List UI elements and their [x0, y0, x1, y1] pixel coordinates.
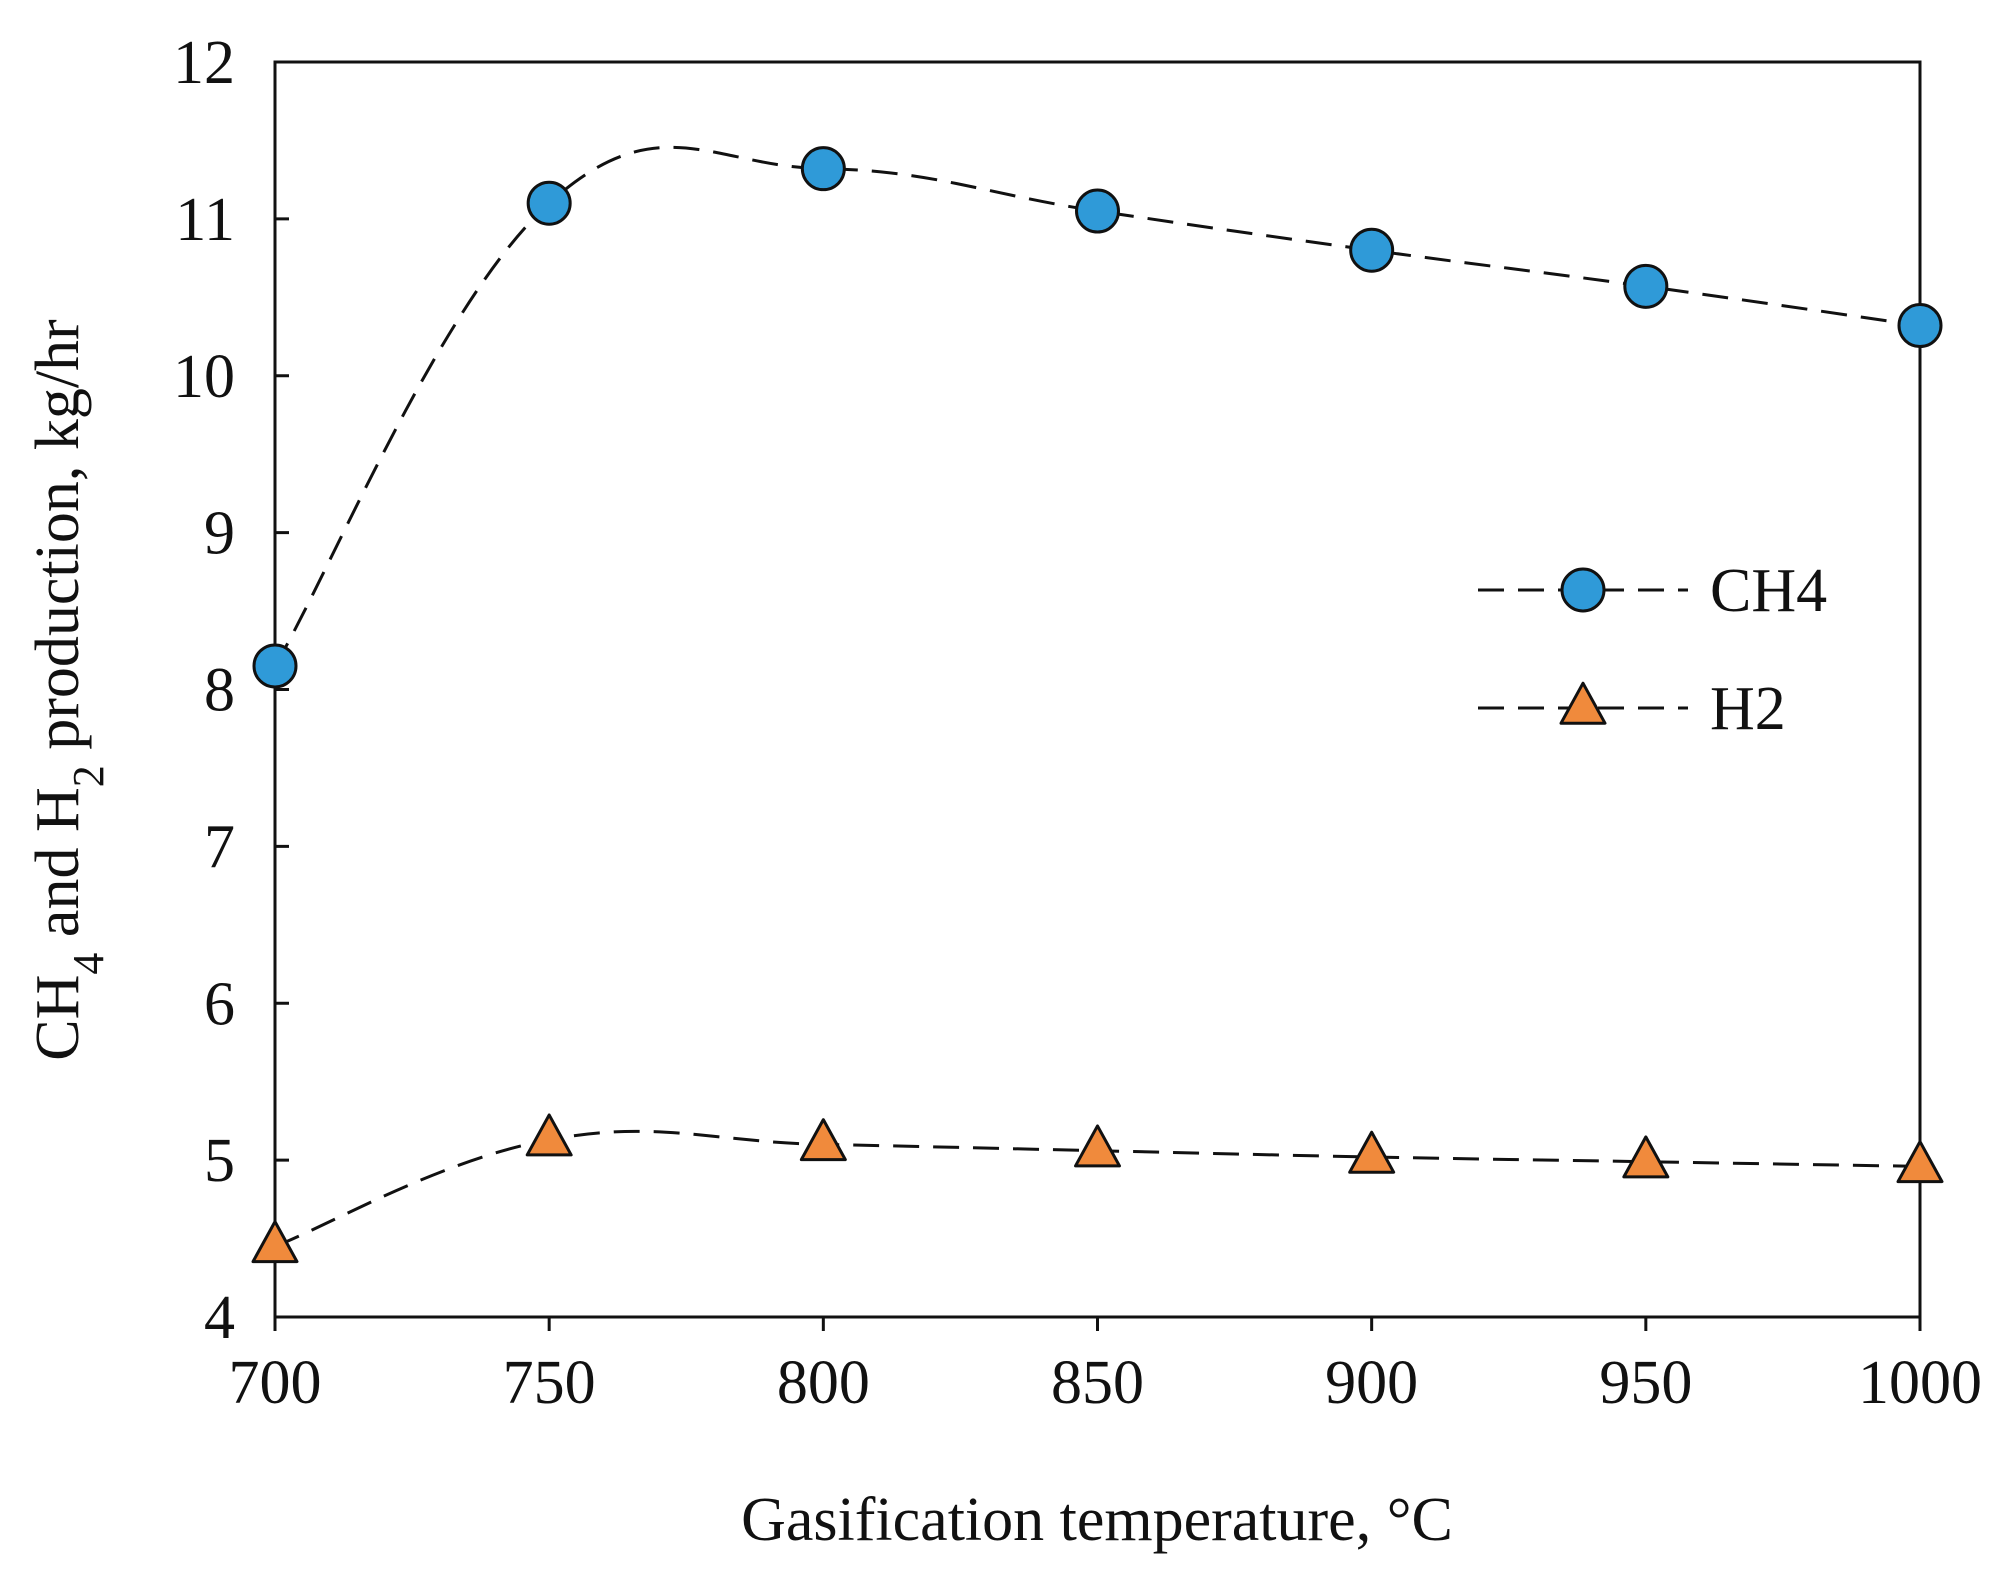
legend-marker-h2 [1559, 681, 1607, 725]
y-tick-label: 5 [204, 1127, 235, 1195]
data-point-ch4 [1349, 227, 1395, 273]
x-tick-label: 850 [1051, 1349, 1144, 1417]
y-axis-title: CH4 and H2 production, kg/hr [24, 319, 113, 1061]
x-axis-title: Gasification temperature, °C [741, 1486, 1453, 1554]
y-tick-label: 8 [204, 657, 235, 725]
y-axis-title-part-3: production, kg/hr [24, 319, 92, 765]
x-tick-label: 700 [229, 1349, 322, 1417]
y-tick-label: 4 [204, 1284, 235, 1352]
legend-marker-ch4 [1560, 567, 1606, 613]
x-tick-label: 750 [503, 1349, 596, 1417]
series-layer [251, 145, 1944, 1264]
y-axis-title-subscript-2: 2 [64, 765, 113, 787]
x-tick-label: 1000 [1858, 1349, 1982, 1417]
series-ch4 [252, 145, 1943, 689]
y-tick-label: 12 [173, 29, 235, 97]
data-point-ch4 [252, 643, 298, 689]
y-tick-label: 6 [204, 970, 235, 1038]
data-point-h2 [799, 1118, 847, 1162]
data-point-ch4 [1623, 263, 1669, 309]
y-axis: 4 5 6 7 8 9 10 11 12 [173, 29, 289, 1352]
series-h2 [251, 1113, 1944, 1264]
legend-label: CH4 [1710, 557, 1827, 625]
y-axis-title-subscript-1: 4 [64, 953, 113, 975]
data-point-h2 [251, 1220, 299, 1264]
data-point-ch4 [800, 146, 846, 192]
data-point-ch4 [1897, 303, 1943, 349]
y-axis-title-part-1: CH [24, 975, 92, 1061]
legend-item: CH4 [1478, 557, 1827, 625]
x-axis: 700 750 800 850 900 950 1000 [229, 1317, 1982, 1417]
data-point-h2 [1348, 1130, 1396, 1174]
y-axis-title-part-2: and H [24, 787, 92, 952]
data-point-ch4 [526, 180, 572, 226]
data-point-h2 [525, 1113, 573, 1157]
data-point-ch4 [1075, 188, 1120, 234]
plot-area [251, 60, 1944, 1319]
y-tick-label: 10 [173, 343, 235, 411]
y-tick-label: 9 [204, 500, 235, 568]
y-tick-label: 7 [204, 813, 235, 881]
x-tick-label: 800 [777, 1349, 870, 1417]
legend-label: H2 [1710, 675, 1786, 743]
legend-item: H2 [1478, 675, 1786, 743]
legend: CH4 H2 [1478, 557, 1827, 743]
x-tick-label: 900 [1325, 1349, 1418, 1417]
data-point-h2 [1074, 1124, 1121, 1168]
y-tick-label: 11 [175, 186, 235, 254]
x-tick-label: 950 [1599, 1349, 1692, 1417]
data-point-h2 [1896, 1140, 1944, 1184]
data-point-h2 [1622, 1135, 1670, 1179]
